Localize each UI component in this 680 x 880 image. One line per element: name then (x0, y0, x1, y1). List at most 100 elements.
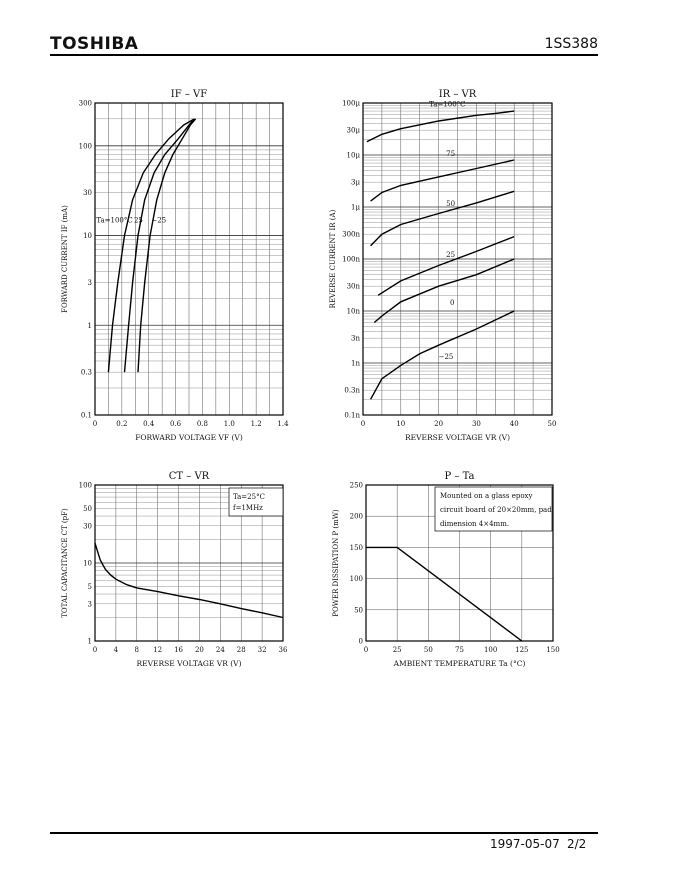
x-tick-label: 10 (396, 420, 405, 428)
y-tick-label: 1 (88, 638, 92, 646)
plot-frame (362, 102, 553, 416)
series-line (137, 118, 197, 373)
x-tick-label: 20 (195, 646, 204, 654)
y-tick-label: 200 (350, 513, 363, 521)
y-tick-label: 1n (351, 360, 360, 368)
x-tick-label: 0.6 (170, 420, 182, 428)
x-tick-label: 50 (424, 646, 433, 654)
y-tick-label: 50 (83, 505, 92, 513)
y-tick-label: 300n (342, 231, 360, 239)
x-tick-label: 0.2 (116, 420, 127, 428)
y-tick-label: 30 (83, 189, 92, 197)
y-axis-label: FORWARD CURRENT IF (mA) (61, 205, 69, 313)
series-label: −25 (151, 216, 166, 224)
y-tick-label: 0 (359, 638, 363, 646)
y-tick-label: 3 (88, 600, 92, 608)
x-axis-label: REVERSE VOLTAGE VR (V) (405, 433, 510, 442)
x-tick-label: 1.4 (277, 420, 289, 428)
footer-rule (50, 832, 598, 834)
note-box (434, 486, 553, 532)
chart-title: IR – VR (439, 89, 477, 100)
x-tick-label: 75 (455, 646, 464, 654)
series-line (370, 190, 515, 247)
y-tick-label: 3μ (351, 179, 360, 187)
part-number: 1SS388 (544, 36, 598, 52)
x-tick-label: 1.0 (224, 420, 235, 428)
series-label: 50 (446, 200, 455, 208)
y-tick-label: 300 (79, 100, 92, 108)
series-label: −25 (439, 353, 454, 361)
y-tick-label: 30n (347, 283, 361, 291)
x-tick-label: 150 (546, 646, 559, 654)
x-tick-label: 28 (237, 646, 246, 654)
y-tick-label: 50 (354, 606, 363, 614)
x-tick-label: 36 (279, 646, 288, 654)
x-tick-label: 12 (153, 646, 162, 654)
x-tick-label: 1.2 (251, 420, 262, 428)
footer-page: 2/2 (567, 837, 587, 851)
series-line (123, 118, 195, 373)
x-tick-label: 125 (515, 646, 528, 654)
chart-title: IF – VF (171, 89, 207, 100)
x-axis-label: FORWARD VOLTAGE VF (V) (135, 433, 243, 442)
series-label: Ta=100°C (96, 216, 132, 224)
y-tick-label: 30 (83, 522, 92, 530)
x-axis-label: REVERSE VOLTAGE VR (V) (136, 659, 241, 668)
y-tick-label: 3n (351, 335, 360, 343)
y-tick-label: 100μ (342, 100, 360, 108)
series-line (366, 546, 523, 642)
x-tick-label: 25 (393, 646, 402, 654)
x-tick-label: 0.8 (197, 420, 208, 428)
x-axis-label: AMBIENT TEMPERATURE Ta (°C) (393, 659, 526, 668)
series-line (366, 110, 515, 143)
y-tick-label: 150 (350, 544, 363, 552)
x-tick-label: 4 (114, 646, 119, 654)
y-tick-label: 0.1 (81, 412, 92, 420)
y-tick-label: 10μ (347, 152, 361, 160)
y-tick-label: 10n (347, 308, 361, 316)
series-line (369, 310, 515, 400)
footer-date: 1997-05-07 (490, 837, 560, 851)
chart-title: P – Ta (445, 471, 475, 482)
x-tick-label: 0 (364, 646, 368, 654)
y-tick-label: 100n (342, 256, 360, 264)
y-tick-label: 0.3n (344, 387, 360, 395)
plot-frame (94, 102, 284, 416)
y-tick-label: 10 (83, 560, 92, 568)
legend-text: Ta=25°C (233, 493, 265, 501)
y-tick-label: 30μ (347, 127, 361, 135)
note-text: circuit board of 20×20mm, pad (440, 506, 552, 514)
series-line (373, 258, 515, 324)
chart-title: CT – VR (169, 471, 210, 482)
x-tick-label: 32 (258, 646, 267, 654)
y-tick-label: 1μ (351, 204, 360, 212)
series-line (94, 542, 284, 619)
brand-logo: TOSHIBA (50, 34, 139, 54)
x-tick-label: 8 (135, 646, 139, 654)
y-tick-label: 100 (79, 142, 92, 150)
legend-box (228, 487, 284, 517)
x-tick-label: 24 (216, 646, 225, 654)
y-tick-label: 250 (350, 482, 363, 490)
y-tick-label: 100 (350, 575, 363, 583)
series-label: 25 (134, 216, 143, 224)
y-axis-label: REVERSE CURRENT IR (A) (329, 209, 337, 308)
x-tick-label: 100 (484, 646, 497, 654)
series-label: 75 (446, 150, 455, 158)
y-tick-label: 5 (88, 583, 92, 591)
x-tick-label: 0 (361, 420, 365, 428)
plot-frame (94, 484, 284, 642)
series-line (107, 118, 195, 373)
series-line (370, 159, 515, 202)
header-rule (50, 54, 598, 56)
x-tick-label: 0 (93, 646, 97, 654)
x-tick-label: 16 (174, 646, 183, 654)
y-tick-label: 1 (88, 322, 92, 330)
x-tick-label: 40 (510, 420, 519, 428)
x-tick-label: 20 (434, 420, 443, 428)
series-label: 25 (446, 251, 455, 259)
y-tick-label: 0.3 (81, 369, 92, 377)
x-tick-label: 30 (472, 420, 481, 428)
note-text: dimension 4×4mm. (440, 520, 509, 528)
